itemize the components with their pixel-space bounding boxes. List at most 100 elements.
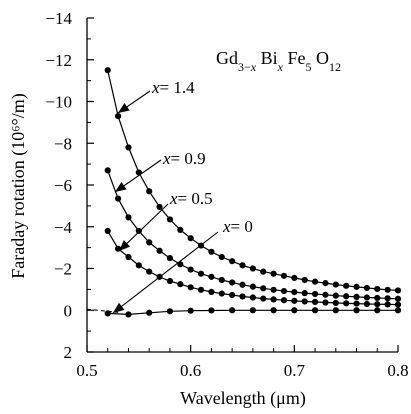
data-point	[218, 253, 225, 261]
data-point	[332, 307, 339, 314]
data-point	[301, 276, 308, 284]
arrowhead	[115, 182, 127, 192]
data-point	[125, 311, 132, 318]
data-point	[239, 293, 246, 300]
data-point	[311, 307, 319, 314]
data-point	[311, 290, 319, 298]
data-point	[197, 286, 205, 293]
data-point	[135, 262, 142, 269]
data-point	[322, 291, 329, 298]
data-point	[115, 195, 122, 202]
y-tick-label: −6	[54, 176, 72, 195]
y-tick-label: −14	[45, 9, 72, 28]
dashed-reference-line	[86, 308, 119, 313]
data-point	[239, 281, 246, 288]
data-point	[332, 292, 339, 299]
arrowhead	[119, 240, 131, 251]
data-point	[146, 188, 153, 195]
series-label-2: x= 0.5	[169, 189, 213, 208]
data-point	[260, 285, 267, 292]
data-point	[260, 268, 267, 275]
series-line-0	[107, 70, 399, 291]
data-point	[115, 113, 122, 120]
data-point	[311, 298, 319, 305]
data-point	[239, 262, 246, 269]
data-point	[249, 307, 256, 314]
data-point	[394, 287, 402, 294]
arrowhead	[118, 103, 130, 113]
series-label-3: x= 0	[222, 217, 253, 236]
data-point	[104, 310, 111, 317]
data-point	[197, 270, 205, 277]
data-point	[280, 297, 288, 304]
data-point	[208, 248, 215, 255]
y-tick-label: −12	[45, 51, 72, 70]
data-point	[187, 235, 194, 242]
x-tick-label: 0.7	[284, 361, 306, 380]
data-point	[384, 286, 391, 293]
data-point	[332, 281, 339, 288]
data-point	[249, 283, 256, 290]
data-point	[353, 283, 360, 290]
data-point	[208, 288, 215, 295]
data-point	[187, 266, 194, 273]
data-point	[353, 293, 360, 300]
data-point	[363, 284, 370, 292]
data-point	[322, 299, 329, 306]
data-point	[311, 278, 319, 285]
data-point	[353, 307, 360, 314]
data-point	[374, 301, 381, 308]
annotation-arrow-line	[112, 231, 219, 314]
data-point	[218, 290, 225, 297]
data-point	[208, 273, 215, 280]
data-point	[229, 279, 236, 286]
y-tick-label: 2	[64, 343, 73, 362]
data-point	[166, 216, 174, 223]
data-point	[104, 227, 111, 235]
data-point	[156, 203, 163, 211]
data-point	[394, 301, 402, 308]
series-layer	[86, 67, 402, 318]
data-point	[280, 287, 288, 295]
data-point	[270, 270, 277, 277]
data-point	[146, 239, 153, 246]
y-tick-label: 0	[64, 301, 73, 320]
data-point	[374, 294, 381, 302]
data-point	[166, 308, 174, 315]
data-point	[301, 290, 308, 297]
data-point	[177, 281, 184, 288]
data-point	[291, 274, 298, 281]
x-tick-label: 0.8	[387, 361, 408, 380]
x-axis-label: Wavelength (μm)	[180, 388, 306, 409]
arrowhead	[113, 302, 125, 313]
data-point	[146, 309, 153, 316]
y-tick-label: −8	[54, 134, 72, 153]
data-point	[135, 169, 142, 176]
x-tick-label: 0.5	[76, 361, 97, 380]
data-point	[374, 307, 381, 314]
annotation-arrow-line	[118, 203, 169, 252]
data-point	[291, 307, 298, 314]
data-point	[187, 307, 194, 314]
series-label-0: x= 1.4	[151, 78, 195, 97]
data-point	[125, 253, 132, 261]
data-point	[270, 307, 277, 314]
data-point	[343, 282, 350, 289]
data-point	[218, 276, 225, 284]
data-point	[384, 301, 391, 308]
data-point	[343, 293, 350, 300]
data-point	[332, 299, 339, 307]
data-point	[229, 307, 236, 314]
data-point	[394, 307, 402, 314]
data-point	[104, 67, 111, 74]
data-point	[208, 307, 215, 314]
chart-title: Gd3−x Bix Fe5 O12	[216, 48, 341, 74]
data-point	[343, 300, 350, 307]
data-point	[249, 265, 256, 272]
data-point	[291, 288, 298, 296]
data-point	[353, 300, 360, 307]
data-point	[229, 258, 236, 265]
y-tick-label: −2	[54, 260, 72, 279]
data-point	[125, 214, 132, 221]
